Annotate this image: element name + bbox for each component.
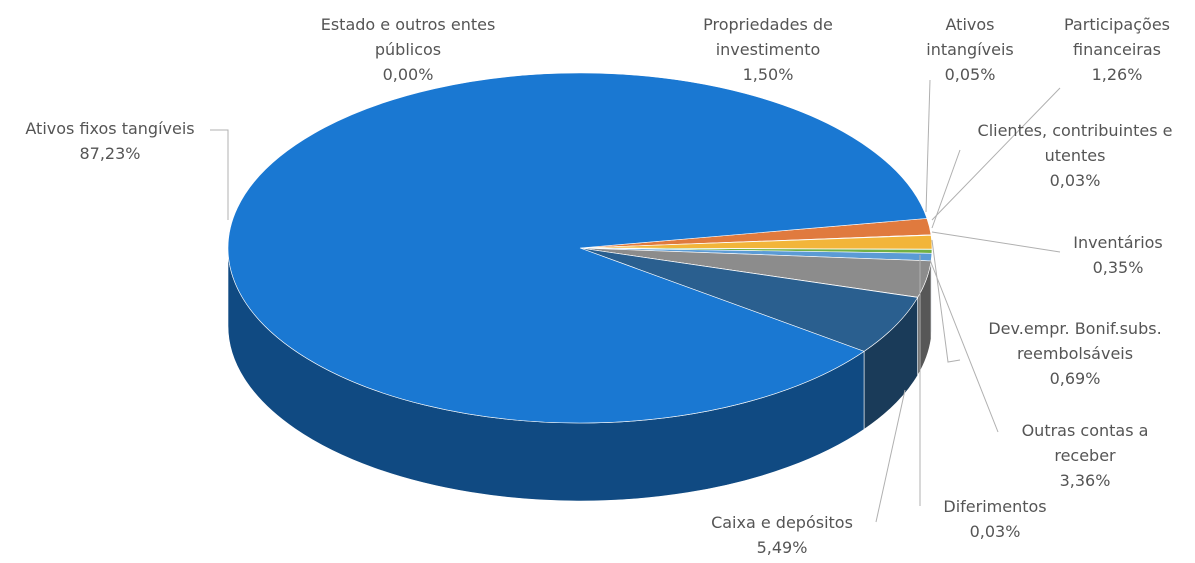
leader-line [931,231,1061,253]
label-value: 0,35% [1092,258,1144,277]
label-name: Clientes, contribuintes e utentes [977,121,1173,165]
leader-line [929,259,999,433]
data-label: Participações financeiras 1,26% [1057,12,1177,87]
label-name: Ativos intangíveis [926,15,1014,59]
data-label: Outras contas a receber 3,36% [995,418,1175,493]
side-walls [227,247,933,502]
label-name: Inventários [1073,233,1163,252]
top-faces [227,72,933,424]
label-value: 0,00% [382,65,434,84]
data-label: Caixa e depósitos 5,49% [687,510,877,560]
leader-lines [210,79,1061,523]
data-label: Clientes, contribuintes e utentes 0,03% [960,118,1190,193]
slice [227,72,928,424]
label-name: Diferimentos [943,497,1047,516]
data-label: Propriedades de investimento 1,50% [683,12,853,87]
label-value: 0,05% [944,65,996,84]
label-value: 1,50% [742,65,794,84]
label-name: Participações financeiras [1064,15,1170,59]
label-name: Propriedades de investimento [703,15,833,59]
label-name: Dev.empr. Bonif.subs. reembolsáveis [988,319,1162,363]
leader-line [875,389,906,523]
label-value: 0,03% [1049,171,1101,190]
label-name: Caixa e depósitos [711,513,853,532]
label-value: 87,23% [79,144,141,163]
leader-line [931,87,1061,221]
leader-line [210,129,229,220]
leader-line [931,149,961,229]
leader-line [931,239,961,363]
label-name: Ativos fixos tangíveis [25,119,195,138]
label-name: Outras contas a receber [1021,421,1149,465]
label-value: 5,49% [756,538,808,557]
label-value: 0,03% [969,522,1021,541]
data-label: Diferimentos 0,03% [925,494,1065,544]
data-label: Estado e outros entes públicos 0,00% [288,12,528,87]
data-label: Ativos fixos tangíveis 87,23% [0,116,220,166]
leader-line [925,79,931,213]
label-value: 3,36% [1059,471,1111,490]
label-name: Estado e outros entes públicos [320,15,496,59]
label-value: 0,69% [1049,369,1101,388]
data-label: Dev.empr. Bonif.subs. reembolsáveis 0,69% [965,316,1185,391]
label-value: 1,26% [1091,65,1143,84]
data-label: Ativos intangíveis 0,05% [910,12,1030,87]
data-label: Inventários 0,35% [1053,230,1183,280]
